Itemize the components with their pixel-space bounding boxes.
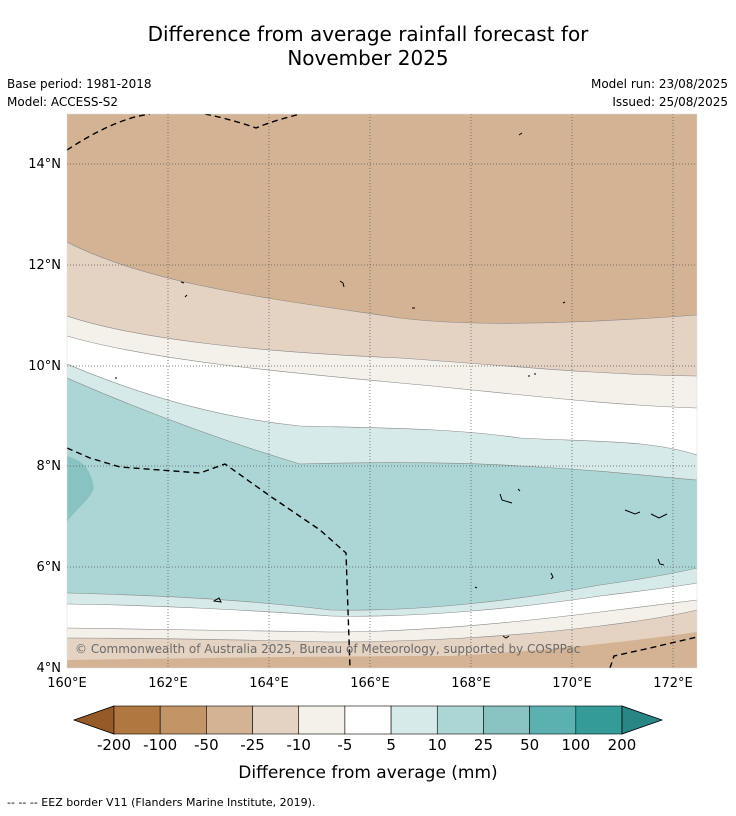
lon-label: 164°E — [249, 676, 289, 691]
colorbar-swatch — [298, 705, 346, 735]
colorbar-tick-label: 5 — [386, 736, 396, 754]
title-line-2: November 2025 — [287, 46, 449, 70]
issued-date: Issued: 25/08/2025 — [612, 95, 728, 109]
colorbar-swatch — [113, 705, 161, 735]
lon-label: 166°E — [350, 676, 390, 691]
colorbar-label: Difference from average (mm) — [238, 763, 497, 783]
colorbar-swatch — [575, 705, 623, 735]
model-name: Model: ACCESS-S2 — [7, 95, 119, 109]
lat-label: 4°N — [37, 661, 62, 676]
lon-label: 162°E — [148, 676, 188, 691]
graticule — [67, 114, 697, 668]
eez-borders — [67, 114, 697, 668]
colorbar-tick-label: 50 — [520, 736, 539, 754]
map-title: Difference from average rainfall forecas… — [0, 22, 736, 70]
contour-lines — [67, 241, 697, 643]
lon-label: 172°E — [653, 676, 693, 691]
lat-label: 10°N — [28, 359, 61, 374]
band-south-dry — [67, 632, 697, 668]
islands — [115, 132, 668, 639]
lon-labels: 160°E 162°E 164°E 166°E 168°E 170°E 172°… — [47, 676, 693, 691]
meta-left: Base period: 1981-2018 Model: ACCESS-S2 — [7, 75, 152, 111]
model-run: Model run: 23/08/2025 — [590, 77, 728, 91]
colorbar-swatch — [252, 705, 300, 735]
colorbar-tick-label: 100 — [561, 736, 590, 754]
eez-footnote: -- -- -- EEZ border V11 (Flanders Marine… — [7, 796, 316, 809]
colorbar-tick-label: 200 — [608, 736, 637, 754]
colorbar-tick-label: -100 — [143, 736, 177, 754]
colorbar: -200 -100 -50 -25 -10 -5 5 10 25 50 100 200 — [72, 705, 664, 754]
lat-label: 12°N — [28, 258, 61, 273]
base-period: Base period: 1981-2018 — [7, 77, 152, 91]
lon-label: 160°E — [47, 676, 87, 691]
colorbar-tick-label: -5 — [337, 736, 352, 754]
band-plus25-blob — [67, 456, 94, 522]
colorbar-tick-label: -50 — [194, 736, 219, 754]
colorbar-swatch — [483, 705, 530, 735]
colorbar-swatch — [390, 705, 438, 735]
lon-label: 168°E — [451, 676, 491, 691]
colorbar-swatch — [159, 705, 207, 735]
colorbar-swatch — [206, 705, 253, 735]
rainfall-map: © Commonwealth of Australia 2025, Bureau… — [67, 114, 697, 668]
colorbar-tick-label: 10 — [428, 736, 447, 754]
colorbar-low-extend — [72, 705, 115, 735]
meta-right: Model run: 23/08/2025 Issued: 25/08/2025 — [591, 75, 728, 111]
colorbar-high-extend — [621, 705, 664, 735]
title-line-1: Difference from average rainfall forecas… — [147, 22, 589, 46]
lat-label: 14°N — [28, 157, 61, 172]
lat-label: 6°N — [37, 560, 62, 575]
colorbar-tick-label: -200 — [97, 736, 131, 754]
colorbar-tick-label: -25 — [240, 736, 265, 754]
copyright-notice: © Commonwealth of Australia 2025, Bureau… — [75, 642, 580, 656]
lat-labels: 14°N 12°N 10°N 8°N 6°N 4°N — [28, 157, 61, 676]
map-frame — [66, 113, 698, 669]
colorbar-swatch — [436, 705, 484, 735]
colorbar-tick-label: -10 — [286, 736, 311, 754]
colorbar-tick-label: 25 — [474, 736, 493, 754]
colorbar-swatch — [344, 705, 392, 735]
lat-label: 8°N — [37, 459, 62, 474]
colorbar-swatch — [529, 705, 577, 735]
lon-label: 170°E — [552, 676, 592, 691]
